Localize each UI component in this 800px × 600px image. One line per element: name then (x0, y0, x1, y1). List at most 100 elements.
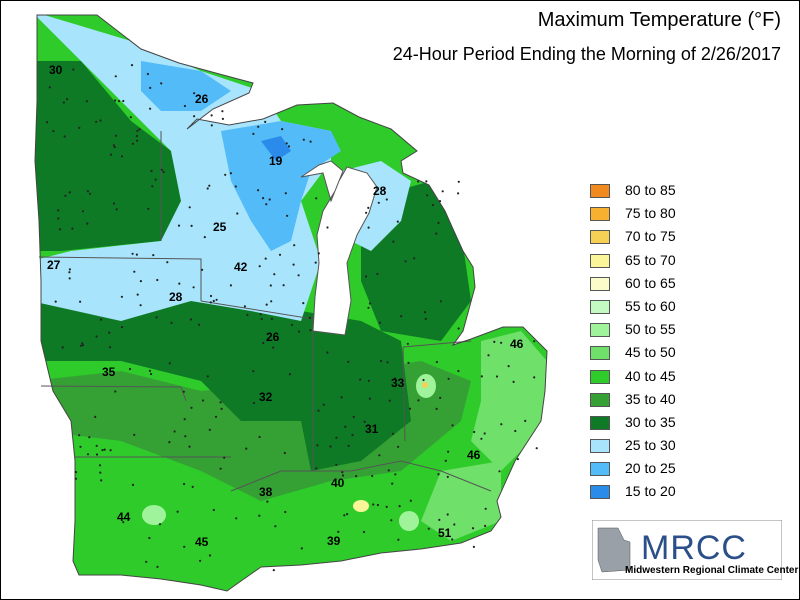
legend-label: 80 to 85 (625, 182, 676, 198)
legend-swatch (590, 230, 610, 245)
station-dot (352, 415, 355, 418)
station-dot (182, 390, 185, 393)
station-dot (391, 482, 394, 485)
station-dot (98, 464, 102, 467)
station-dot (483, 432, 486, 435)
station-dot (81, 342, 84, 345)
station-dot (302, 302, 305, 305)
station-dot (193, 92, 196, 95)
station-dot (120, 295, 123, 298)
station-dot (337, 530, 340, 534)
station-dot (192, 286, 195, 289)
station-dot (234, 185, 237, 188)
station-dot (446, 513, 449, 516)
legend-swatch (590, 462, 610, 477)
station-dot (131, 142, 134, 145)
station-dot (417, 180, 420, 183)
station-value-label: 28 (373, 184, 387, 198)
station-dot (188, 445, 191, 448)
station-dot (471, 527, 475, 530)
station-dot (272, 346, 275, 349)
station-dot (435, 232, 438, 235)
station-dot (394, 473, 397, 476)
station-dot (365, 275, 368, 278)
station-dot (66, 98, 69, 101)
station-dot (168, 441, 171, 444)
station-dot (371, 474, 374, 478)
station-dot (214, 415, 218, 418)
station-dot (246, 313, 249, 317)
station-dot (446, 475, 449, 478)
station-dot (72, 68, 75, 71)
station-dot (387, 469, 390, 472)
station-dot (322, 403, 325, 406)
station-dot (245, 447, 248, 450)
station-value-label: 31 (365, 422, 379, 436)
station-dot (147, 207, 150, 210)
station-dot (209, 301, 212, 304)
station-dot (260, 317, 263, 321)
station-dot (99, 471, 102, 474)
station-dot (367, 206, 370, 209)
station-dot (400, 315, 403, 318)
station-dot (457, 369, 460, 373)
station-dot (351, 434, 354, 437)
station-dot (191, 485, 194, 488)
station-dot (136, 139, 139, 142)
station-dot (524, 419, 527, 422)
station-dot (378, 454, 381, 457)
station-value-label: 42 (234, 260, 248, 274)
station-dot (162, 170, 165, 174)
station-dot (341, 474, 345, 477)
station-dot (57, 217, 60, 220)
station-dot (404, 260, 407, 263)
station-value-label: 33 (391, 376, 405, 390)
station-dot (431, 203, 434, 207)
station-dot (451, 424, 454, 427)
station-labels: 30 26 19 28 25 42 27 28 26 35 32 33 46 31 46 44 38 40 45 39… (47, 63, 524, 549)
legend-label: 20 to 25 (625, 460, 676, 477)
legend-swatch (590, 207, 610, 222)
station-dot (344, 425, 347, 428)
station-dot (265, 303, 268, 306)
lake-michigan (300, 160, 378, 336)
station-dot (407, 361, 410, 364)
station-dot (417, 399, 420, 402)
station-dot (435, 360, 438, 364)
station-value-label: 30 (49, 63, 63, 77)
legend-label: 70 to 75 (625, 228, 676, 245)
station-dot (148, 536, 151, 540)
station-dot (451, 538, 454, 541)
station-dot (215, 298, 218, 301)
station-dot (372, 503, 375, 506)
station-dot (512, 380, 515, 383)
station-dot (64, 194, 67, 197)
station-dot (507, 365, 510, 368)
station-dot (388, 399, 391, 402)
legend-swatch (590, 253, 610, 268)
station-dot (150, 372, 153, 376)
station-dot (193, 115, 196, 118)
station-dot (177, 224, 181, 227)
station-dot (362, 530, 366, 534)
station-dot (109, 153, 113, 156)
station-dot (219, 401, 222, 404)
station-dot (367, 306, 370, 309)
station-dot (176, 510, 179, 513)
station-dot (149, 86, 152, 89)
station-value-label: 51 (438, 526, 452, 540)
station-dot (257, 189, 260, 192)
region-outline (34, 14, 548, 592)
station-dot (130, 64, 134, 67)
station-dot (117, 100, 121, 103)
station-dot (100, 479, 103, 482)
legend-label: 65 to 70 (625, 251, 676, 268)
station-dot (270, 317, 273, 320)
station-dot (396, 220, 399, 223)
station-dot (391, 432, 395, 435)
station-dot (283, 451, 286, 455)
station-dot (408, 407, 412, 410)
station-dot (367, 379, 370, 382)
station-dot (533, 376, 536, 379)
